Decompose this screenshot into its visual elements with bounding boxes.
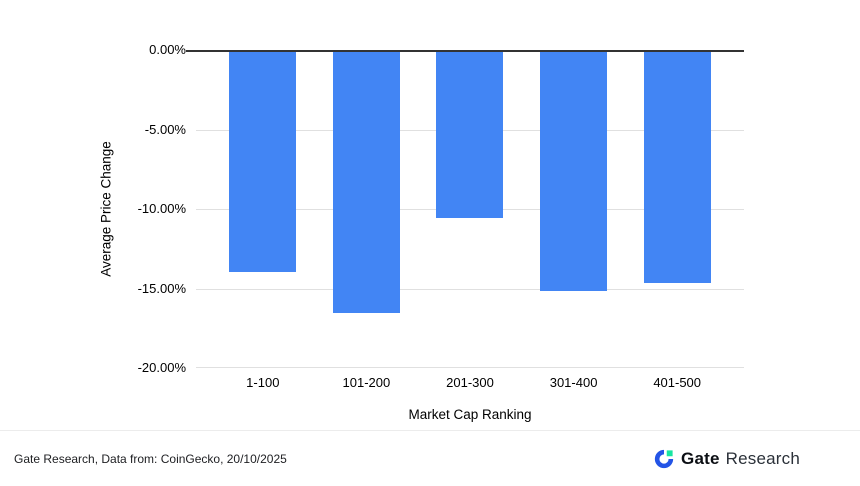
y-tick-label: 0.00% bbox=[149, 42, 186, 57]
brand-name-research: Research bbox=[725, 448, 800, 468]
gridline bbox=[196, 367, 744, 368]
gridline bbox=[196, 288, 744, 290]
bar-chart: Average Price Change 0.00% -5.00% -10.00% -… bbox=[99, 42, 744, 422]
bar-301-400 bbox=[540, 52, 608, 291]
bar-1-100 bbox=[229, 52, 297, 272]
bar-slot bbox=[315, 52, 419, 368]
gate-logo-icon bbox=[654, 449, 674, 468]
x-axis-title: Market Cap Ranking bbox=[408, 407, 532, 422]
source-attribution: Gate Research, Data from: CoinGecko, 20/… bbox=[14, 451, 287, 466]
y-tick-label: -20.00% bbox=[137, 360, 186, 375]
x-tick-label: 401-500 bbox=[653, 375, 702, 390]
bar-slot bbox=[211, 52, 315, 368]
x-tick-label: 201-300 bbox=[446, 375, 494, 390]
x-tick-label: 301-400 bbox=[549, 375, 598, 390]
gate-research-logo: Gate Research bbox=[653, 448, 800, 470]
brand-name-gate: Gate bbox=[681, 448, 720, 468]
x-tick-label: 1-100 bbox=[246, 375, 280, 390]
bar-101-200 bbox=[332, 52, 400, 313]
y-tick-label: -10.00% bbox=[137, 201, 186, 216]
footer: Gate Research, Data from: CoinGecko, 20/… bbox=[0, 430, 860, 486]
zero-baseline bbox=[186, 50, 744, 52]
bar-401-500 bbox=[643, 52, 711, 283]
bar-slot bbox=[418, 52, 522, 368]
y-tick-label: -5.00% bbox=[144, 121, 186, 137]
x-tick-label: 101-200 bbox=[342, 375, 391, 390]
bar-slot bbox=[625, 52, 729, 368]
y-tick-label: -15.00% bbox=[137, 280, 186, 296]
plot-area bbox=[186, 50, 744, 368]
bar-series bbox=[196, 52, 744, 368]
bar-slot bbox=[522, 52, 626, 368]
x-axis-tick-labels: 1-100 101-200 201-300 301-400 401-500 bbox=[196, 375, 744, 390]
bar-201-300 bbox=[436, 52, 504, 218]
